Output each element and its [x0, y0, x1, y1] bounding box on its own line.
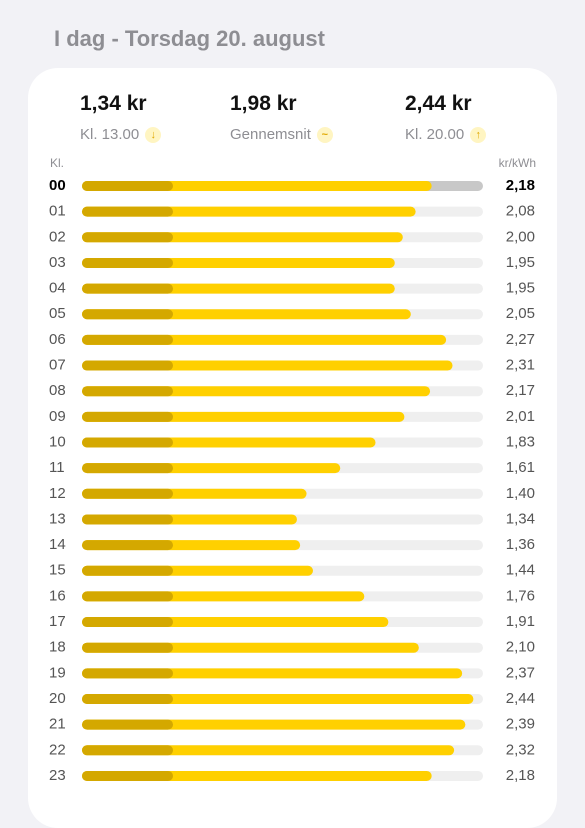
- page-title: I dag - Torsdag 20. august: [54, 26, 325, 51]
- value-label: 2,10: [506, 639, 535, 656]
- base-segment: [82, 463, 173, 474]
- base-segment: [82, 668, 173, 679]
- hour-label: 20: [49, 690, 66, 707]
- base-segment: [82, 745, 173, 756]
- avg-stat: 1,98 kr Gennemsnit ~: [230, 92, 333, 143]
- base-segment: [82, 309, 173, 320]
- base-segment: [82, 565, 173, 576]
- base-segment: [82, 257, 173, 268]
- value-label: 2,44: [506, 690, 535, 707]
- value-label: 2,18: [506, 767, 535, 784]
- hour-label: 14: [49, 536, 66, 553]
- stat-value: 2,44 kr: [405, 92, 472, 115]
- value-label: 1,44: [506, 562, 535, 579]
- stat-label-text: Kl. 20.00: [405, 126, 465, 143]
- stat-label-text: Gennemsnit: [230, 126, 311, 143]
- base-segment: [82, 386, 173, 397]
- bar: [82, 360, 453, 371]
- base-segment: [82, 206, 173, 217]
- bar: [82, 668, 463, 679]
- hour-label: 08: [49, 382, 66, 399]
- base-segment: [82, 334, 173, 345]
- base-segment: [82, 617, 173, 628]
- value-label: 2,05: [506, 305, 535, 322]
- base-segment: [82, 540, 173, 551]
- value-label: 1,95: [506, 254, 535, 271]
- value-label: 1,95: [506, 280, 535, 297]
- value-label: 1,83: [506, 433, 535, 450]
- hour-label: 22: [49, 741, 66, 758]
- bar: [82, 334, 447, 345]
- down-icon: ↓: [145, 126, 162, 143]
- max-stat: 2,44 kr Kl. 20.00 ↑: [405, 92, 487, 143]
- hour-label: 11: [49, 459, 65, 476]
- hour-label: 07: [49, 357, 66, 374]
- hour-label: 03: [49, 254, 66, 271]
- value-label: 1,91: [506, 613, 535, 630]
- base-segment: [82, 360, 173, 371]
- min-stat: 1,34 kr Kl. 13.00 ↓: [80, 92, 162, 143]
- stat-value: 1,34 kr: [80, 92, 147, 115]
- value-label: 1,76: [506, 587, 535, 604]
- hour-label: 10: [49, 433, 66, 450]
- hour-label: 02: [49, 228, 66, 245]
- hour-label: 06: [49, 331, 66, 348]
- value-label: 2,37: [506, 664, 535, 681]
- hour-label: 16: [49, 587, 66, 604]
- hour-label: 19: [49, 664, 66, 681]
- bar: [82, 694, 474, 704]
- stat-label: Gennemsnit ~: [230, 126, 333, 143]
- stat-label: Kl. 13.00 ↓: [80, 126, 162, 143]
- category-header: Kl.: [50, 156, 64, 170]
- base-segment: [82, 514, 173, 525]
- hour-label: 05: [49, 305, 66, 322]
- hour-label: 01: [49, 203, 66, 220]
- value-label: 1,36: [506, 536, 535, 553]
- value-label: 2,18: [506, 177, 535, 194]
- value-label: 1,61: [506, 459, 535, 476]
- value-label: 2,08: [506, 203, 535, 220]
- base-segment: [82, 591, 173, 602]
- avg-icon: ~: [316, 126, 333, 143]
- hour-label: 15: [49, 562, 66, 579]
- base-segment: [82, 283, 173, 294]
- hour-label: 17: [49, 613, 66, 630]
- hour-label: 12: [49, 485, 66, 502]
- hour-label: 13: [49, 510, 66, 527]
- value-label: 2,39: [506, 716, 535, 733]
- value-label: 2,01: [506, 408, 535, 425]
- base-segment: [82, 488, 173, 499]
- bar: [82, 745, 455, 756]
- hour-label: 21: [49, 716, 66, 733]
- page: I dag - Torsdag 20. august 1,34 kr Kl. 1…: [28, 26, 557, 828]
- base-segment: [82, 694, 173, 704]
- up-icon: ↑: [470, 126, 487, 143]
- base-segment: [82, 232, 173, 243]
- base-segment: [82, 411, 173, 422]
- hour-label: 23: [49, 767, 66, 784]
- value-label: 2,17: [506, 382, 535, 399]
- hour-label: 09: [49, 408, 66, 425]
- value-label: 1,40: [506, 485, 535, 502]
- value-label: 2,00: [506, 228, 535, 245]
- value-label: 2,31: [506, 357, 535, 374]
- stat-value: 1,98 kr: [230, 92, 297, 115]
- unit-header: kr/kWh: [499, 156, 536, 170]
- base-segment: [82, 719, 173, 730]
- value-label: 2,32: [506, 741, 535, 758]
- hour-label: 00: [49, 177, 66, 194]
- base-segment: [82, 437, 173, 448]
- value-label: 2,27: [506, 331, 535, 348]
- hour-label: 04: [49, 280, 66, 297]
- chart: Kl. kr/kWh 00 2,18 01 2,08 02 2,00 03 1,95 04 1,9…: [49, 156, 536, 784]
- base-segment: [82, 642, 173, 653]
- stat-label: Kl. 20.00 ↑: [405, 126, 487, 143]
- hour-label: 18: [49, 639, 66, 656]
- value-label: 1,34: [506, 510, 535, 527]
- base-segment: [82, 770, 173, 781]
- base-segment: [82, 181, 173, 191]
- bar: [82, 719, 466, 730]
- stat-label-text: Kl. 13.00: [80, 126, 140, 143]
